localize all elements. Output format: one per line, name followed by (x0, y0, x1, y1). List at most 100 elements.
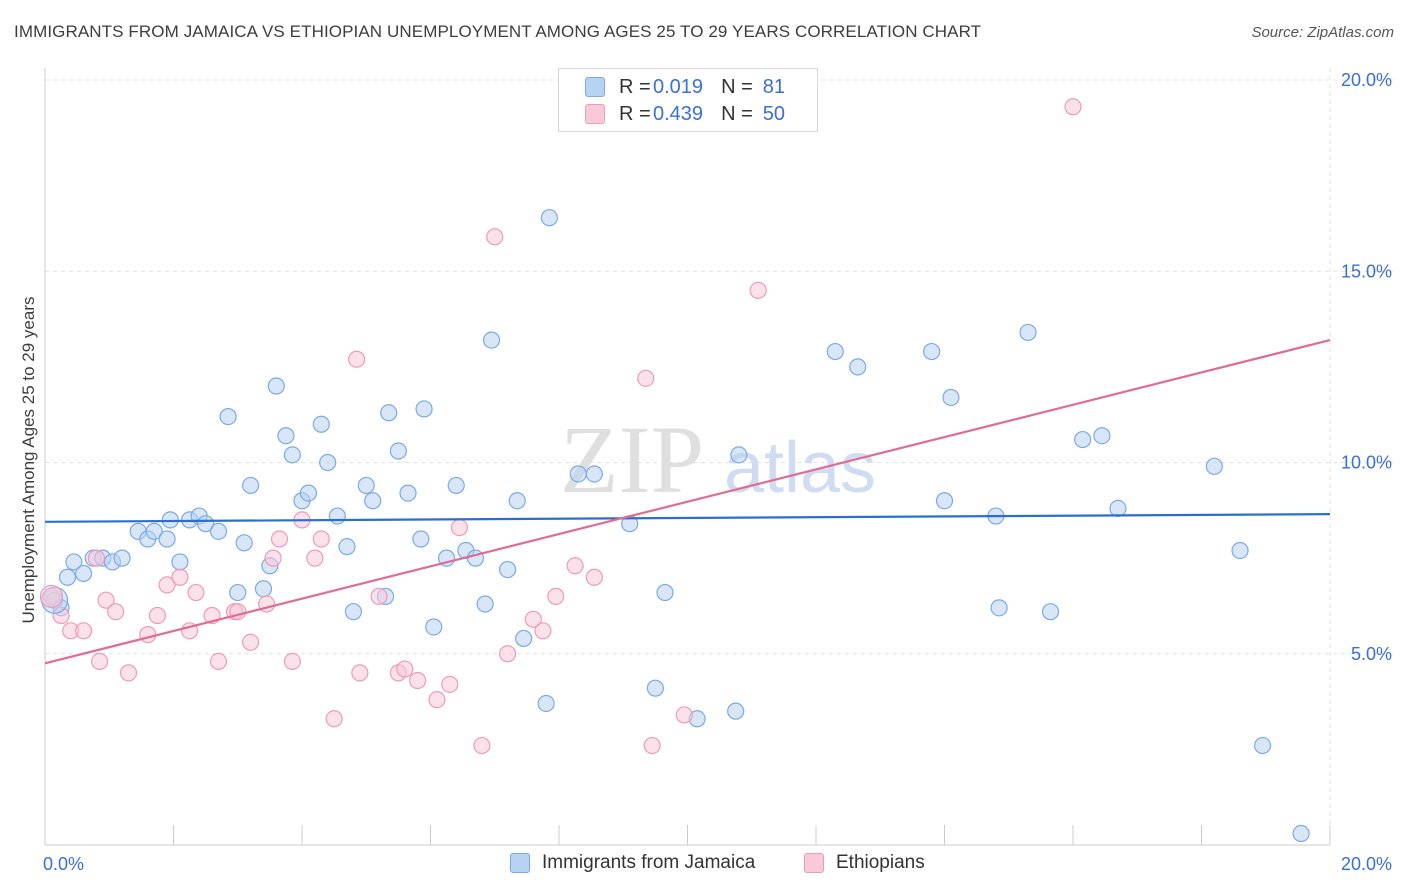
ethiopian-point[interactable] (312, 530, 330, 548)
jamaica-point[interactable] (74, 564, 93, 583)
ethiopian-point[interactable] (524, 610, 542, 628)
ethiopian-point[interactable] (396, 660, 414, 678)
ethiopian-point[interactable] (119, 664, 138, 682)
jamaica-point[interactable] (344, 603, 362, 621)
jamaica-point[interactable] (1074, 430, 1092, 449)
ethiopian-point[interactable] (1064, 98, 1082, 116)
ethiopian-point[interactable] (351, 664, 369, 682)
jamaica-point[interactable] (197, 515, 215, 533)
ethiopian-point[interactable] (450, 518, 469, 537)
jamaica-point[interactable] (499, 560, 517, 579)
jamaica-point[interactable] (283, 446, 301, 464)
jamaica-point[interactable] (515, 629, 533, 648)
jamaica-point[interactable] (412, 530, 430, 548)
ethiopian-point[interactable] (283, 652, 301, 671)
jamaica-point[interactable] (1205, 457, 1223, 475)
jamaica-point[interactable] (540, 209, 558, 227)
ethiopian-point[interactable] (499, 645, 517, 663)
jamaica-point[interactable] (646, 679, 664, 697)
jamaica-point[interactable] (1253, 736, 1272, 755)
jamaica-point[interactable] (508, 492, 526, 510)
jamaica-point[interactable] (389, 442, 407, 460)
jamaica-point[interactable] (656, 583, 674, 602)
jamaica-point[interactable] (65, 553, 83, 571)
ethiopian-point[interactable] (187, 583, 205, 602)
ethiopian-point[interactable] (171, 568, 189, 586)
ethiopian-point[interactable] (643, 736, 661, 755)
jamaica-point[interactable] (267, 377, 285, 395)
jamaica-point[interactable] (242, 476, 260, 495)
jamaica-point[interactable] (161, 511, 179, 529)
ethiopian-point[interactable] (675, 706, 693, 724)
jamaica-point[interactable] (235, 534, 253, 552)
ethiopian-point[interactable] (158, 576, 176, 594)
jamaica-point[interactable] (328, 507, 346, 525)
ethiopian-point[interactable] (209, 652, 228, 671)
ethiopian-point[interactable] (97, 591, 115, 609)
jamaica-point[interactable] (219, 408, 237, 426)
jamaica-point[interactable] (585, 465, 603, 483)
ethiopian-point-cluster[interactable] (39, 584, 64, 608)
jamaica-point[interactable] (1231, 541, 1249, 560)
jamaica-point[interactable] (171, 553, 189, 571)
ethiopian-point[interactable] (107, 603, 125, 621)
series-legend-jamaica[interactable]: Immigrants from Jamaica (510, 852, 755, 874)
jamaica-point[interactable] (415, 400, 433, 418)
ethiopian-point[interactable] (87, 549, 106, 567)
jamaica-point[interactable] (447, 476, 465, 495)
jamaica-point[interactable] (229, 583, 247, 602)
jamaica-point[interactable] (425, 618, 443, 636)
ethiopian-point[interactable] (473, 736, 491, 755)
jamaica-point[interactable] (826, 342, 844, 361)
ethiopian-point[interactable] (270, 530, 289, 548)
jamaica-point[interactable] (730, 446, 748, 464)
jamaica-point[interactable] (357, 476, 375, 495)
jamaica-point[interactable] (58, 568, 77, 586)
ethiopian-point[interactable] (264, 549, 282, 567)
ethiopian-point[interactable] (139, 626, 157, 644)
ethiopian-point[interactable] (486, 228, 504, 246)
ethiopian-point[interactable] (242, 633, 260, 651)
jamaica-point[interactable] (113, 549, 131, 567)
jamaica-point[interactable] (277, 427, 295, 445)
series-legend-ethiopians[interactable]: Ethiopians (804, 852, 925, 874)
jamaica-point[interactable] (1109, 499, 1127, 517)
jamaica-point[interactable] (312, 415, 330, 433)
jamaica-point[interactable] (299, 484, 318, 502)
jamaica-point[interactable] (209, 522, 228, 540)
jamaica-point[interactable] (482, 331, 501, 349)
jamaica-point[interactable] (338, 538, 356, 556)
jamaica-point[interactable] (942, 388, 960, 407)
ethiopian-point[interactable] (749, 281, 767, 299)
ethiopian-point[interactable] (428, 691, 446, 709)
jamaica-point[interactable] (727, 702, 745, 720)
jamaica-point[interactable] (1093, 427, 1111, 445)
jamaica-point[interactable] (923, 342, 941, 361)
ethiopian-point[interactable] (585, 568, 603, 586)
jamaica-point[interactable] (145, 522, 163, 540)
jamaica-point[interactable] (849, 358, 867, 376)
jamaica-point[interactable] (990, 599, 1008, 617)
jamaica-point[interactable] (1019, 323, 1037, 342)
ethiopian-point[interactable] (566, 557, 584, 575)
ethiopian-point[interactable] (148, 606, 167, 625)
jamaica-point[interactable] (380, 404, 398, 422)
ethiopian-point[interactable] (534, 622, 552, 640)
ethiopian-point[interactable] (325, 710, 343, 728)
jamaica-point[interactable] (1041, 603, 1060, 621)
jamaica-point[interactable] (569, 465, 587, 483)
jamaica-point[interactable] (254, 580, 273, 598)
ethiopian-point[interactable] (348, 350, 366, 368)
jamaica-point[interactable] (399, 484, 417, 502)
ethiopian-point[interactable] (409, 671, 427, 690)
jamaica-point[interactable] (158, 530, 176, 548)
ethiopian-point[interactable] (91, 652, 109, 671)
ethiopian-point[interactable] (441, 675, 459, 693)
jamaica-point[interactable] (476, 595, 494, 613)
ethiopian-point[interactable] (370, 587, 388, 605)
jamaica-point[interactable] (1292, 824, 1310, 843)
ethiopian-point[interactable] (547, 587, 565, 605)
ethiopian-point[interactable] (74, 622, 93, 640)
ethiopian-point[interactable] (637, 369, 655, 387)
jamaica-point[interactable] (319, 453, 337, 472)
